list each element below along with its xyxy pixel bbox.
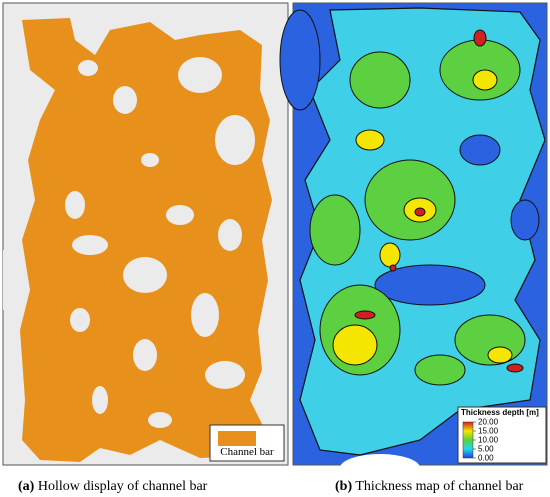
colorbar-tick-label: 20.00 [478,418,499,427]
colorbar-tick-label: 0.00 [478,454,494,463]
legend-label: Channel bar [220,446,274,458]
colorbar-tick-label: 5.00 [478,445,494,454]
caption-b: (b) Thickness map of channel bar [335,479,524,494]
colorbar-tick-label: 10.00 [478,436,499,445]
legend-swatch [218,431,256,446]
caption-text: Hollow display of channel bar [38,479,208,494]
hollow-areas [3,57,255,428]
caption-label: (a) [18,479,35,494]
panel-a: Channel bar [2,2,289,466]
caption-a: (a) Hollow display of channel bar [18,479,208,494]
channel-bar-area [20,18,272,462]
colorbar-title: Thickness depth [m] [461,408,539,417]
panel-b: Thickness depth [m] [279,2,548,482]
blank-area [340,454,420,482]
caption-text: Thickness map of channel bar [355,479,523,494]
thickness-contours [279,9,540,386]
colorbar [462,421,474,459]
colorbar-tick-label: 15.00 [478,427,499,436]
caption-label: (b) [335,479,352,494]
